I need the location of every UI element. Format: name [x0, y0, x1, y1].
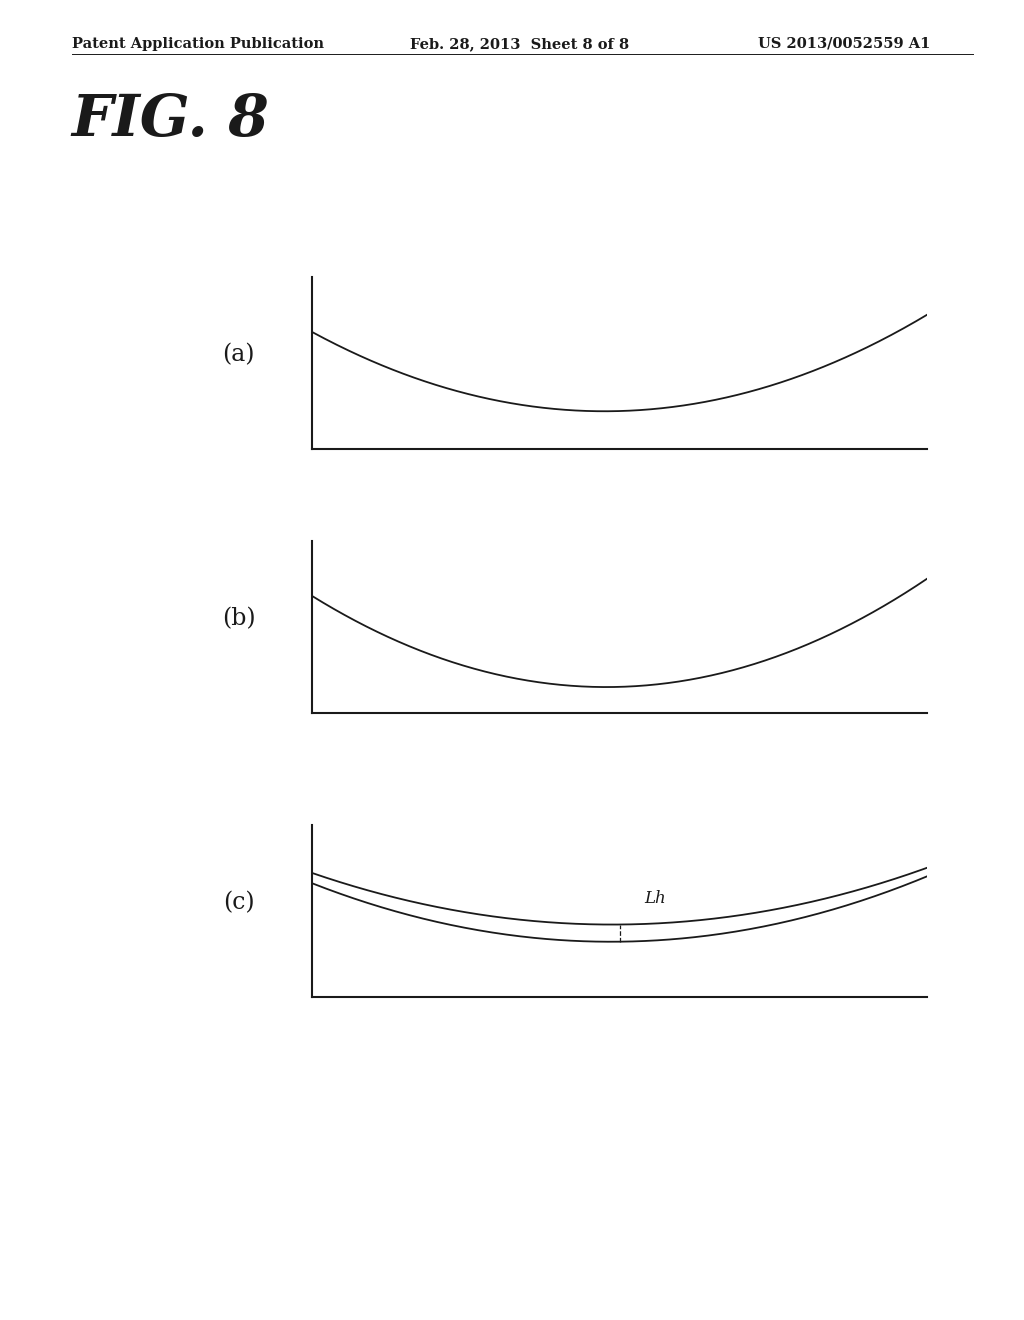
Text: (c): (c)	[223, 891, 254, 913]
Text: US 2013/0052559 A1: US 2013/0052559 A1	[758, 37, 930, 51]
Text: Lh: Lh	[644, 891, 666, 907]
Text: Feb. 28, 2013  Sheet 8 of 8: Feb. 28, 2013 Sheet 8 of 8	[410, 37, 629, 51]
Text: (b): (b)	[222, 607, 255, 630]
Text: Patent Application Publication: Patent Application Publication	[72, 37, 324, 51]
Text: FIG. 8: FIG. 8	[72, 92, 269, 149]
Text: (a): (a)	[222, 343, 255, 366]
